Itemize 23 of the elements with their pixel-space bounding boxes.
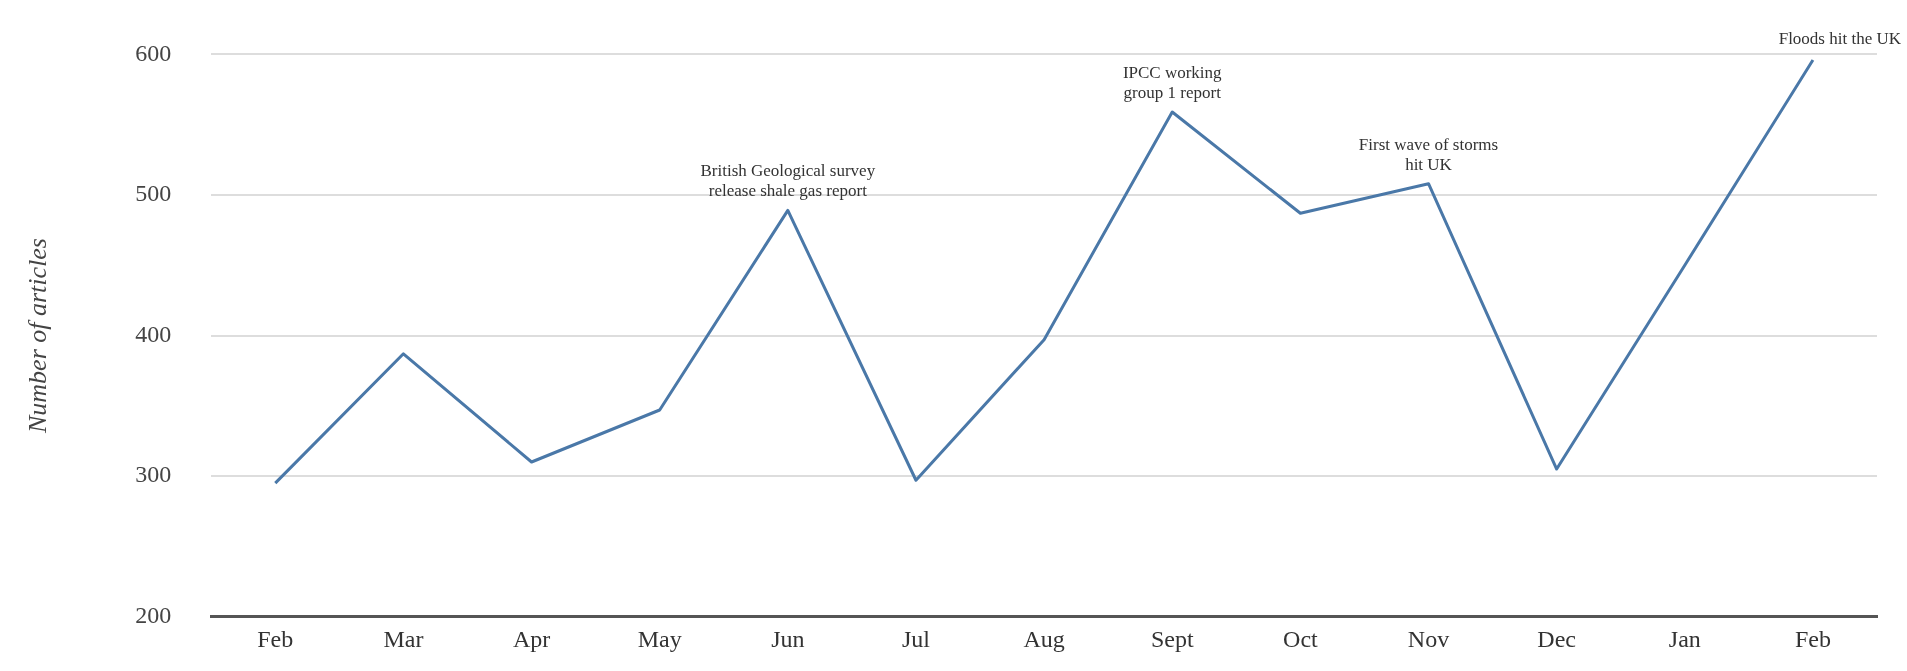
y-tick-label: 500 bbox=[135, 180, 172, 207]
annotation: British Geological survey release shale gas report bbox=[700, 161, 876, 201]
x-tick-label: Mar bbox=[383, 626, 424, 653]
x-tick-label: Oct bbox=[1283, 626, 1319, 653]
x-tick-label: Apr bbox=[512, 626, 551, 653]
annotation: IPCC working group 1 report bbox=[1122, 62, 1223, 102]
x-tick-label: Feb bbox=[1794, 626, 1831, 653]
x-tick-label: Feb bbox=[257, 626, 294, 653]
y-tick-label: 600 bbox=[135, 39, 172, 66]
x-tick-label: Nov bbox=[1407, 626, 1450, 653]
x-tick-label: Jul bbox=[901, 626, 931, 653]
x-tick-label: Aug bbox=[1023, 626, 1065, 653]
annotation: First wave of storms hit UK bbox=[1358, 134, 1499, 174]
y-axis-title: Number of articles bbox=[23, 238, 53, 434]
x-tick-label: May bbox=[637, 626, 682, 653]
x-tick-label: Dec bbox=[1537, 626, 1576, 653]
x-tick-label: Sept bbox=[1150, 626, 1194, 653]
x-tick-label: Jun bbox=[771, 626, 805, 653]
y-tick-label: 400 bbox=[135, 320, 172, 347]
y-tick-label: 200 bbox=[135, 601, 172, 628]
y-tick-label: 300 bbox=[135, 461, 172, 488]
text: Floods hit the UK bbox=[1778, 29, 1902, 49]
x-tick-label: Jan bbox=[1668, 626, 1701, 653]
